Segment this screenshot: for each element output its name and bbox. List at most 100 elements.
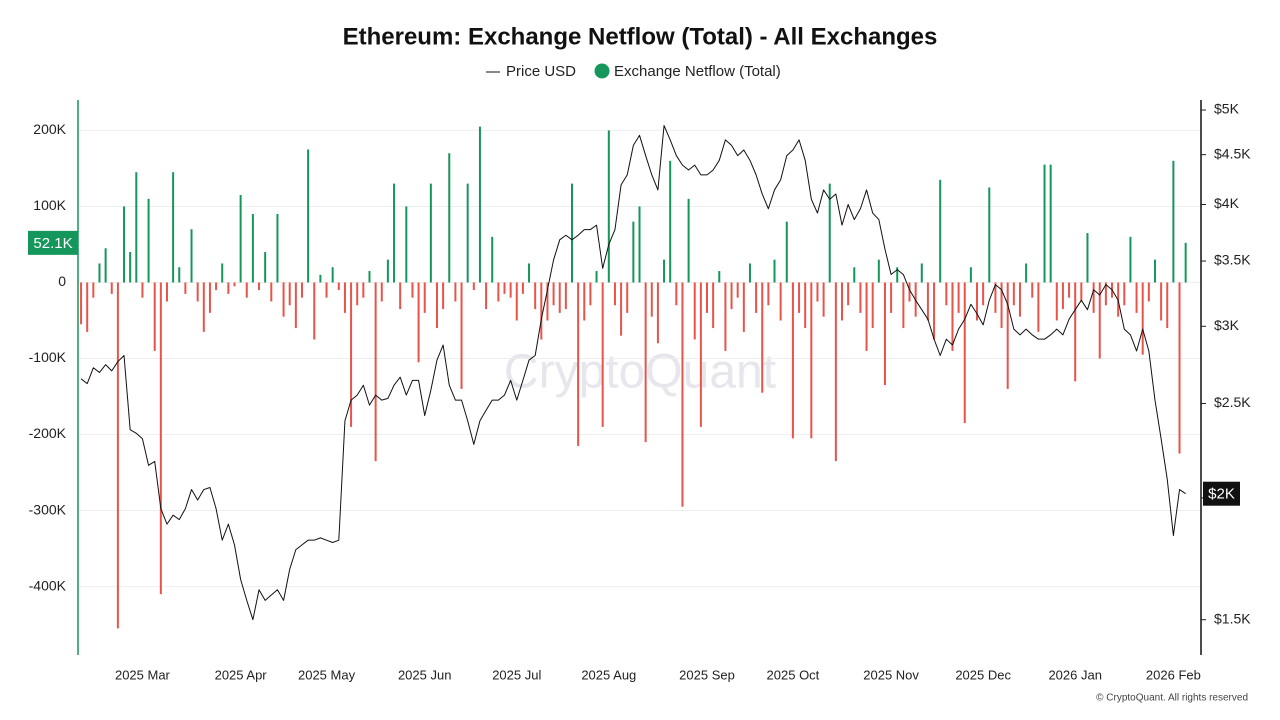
- bar: [1123, 282, 1126, 306]
- x-tick-label: 2025 Sep: [679, 667, 735, 682]
- bar: [1018, 282, 1021, 317]
- bar: [632, 221, 635, 283]
- bar: [509, 282, 512, 298]
- bar: [988, 187, 991, 283]
- last-value-label: 52.1K: [33, 235, 72, 252]
- bar: [116, 282, 119, 629]
- bar: [294, 282, 297, 329]
- bar: [748, 263, 751, 283]
- bar: [675, 282, 678, 306]
- bar: [939, 179, 942, 283]
- bar: [761, 282, 764, 393]
- bar: [933, 282, 936, 340]
- bar: [86, 282, 89, 332]
- bar: [755, 282, 758, 313]
- y-tick-label: 100K: [33, 197, 66, 213]
- bar: [258, 282, 261, 291]
- bar: [196, 282, 199, 302]
- bar: [540, 282, 543, 340]
- last-value-label: $2K: [1208, 486, 1235, 503]
- bar: [908, 282, 911, 302]
- y-tick-label: -300K: [29, 501, 67, 517]
- bar: [165, 282, 168, 302]
- bar: [1080, 282, 1083, 302]
- bar: [80, 282, 83, 325]
- bar: [712, 282, 715, 329]
- bar: [816, 282, 819, 302]
- x-tick-label: 2025 Jun: [398, 667, 452, 682]
- bar: [877, 259, 880, 283]
- bar: [890, 282, 893, 313]
- bar: [325, 282, 328, 298]
- bar: [693, 282, 696, 340]
- bar: [669, 160, 672, 283]
- bar: [681, 282, 684, 507]
- bar: [742, 282, 745, 332]
- bar: [288, 282, 291, 306]
- bar: [804, 282, 807, 329]
- bar: [1055, 282, 1058, 321]
- legend-label: Price USD: [506, 63, 576, 80]
- bar: [208, 282, 211, 313]
- bar: [773, 259, 776, 283]
- bar: [399, 282, 402, 310]
- bar: [153, 282, 156, 351]
- bar: [251, 214, 254, 283]
- bar: [951, 282, 954, 351]
- bar: [687, 198, 690, 283]
- bar: [865, 282, 868, 351]
- bar: [736, 282, 739, 298]
- bar: [1184, 242, 1187, 283]
- bar: [1172, 160, 1175, 283]
- bar: [1086, 233, 1089, 283]
- bar: [184, 282, 187, 294]
- bar: [650, 282, 653, 317]
- bar: [1166, 282, 1169, 329]
- bar: [969, 267, 972, 283]
- bar: [620, 282, 623, 336]
- x-tick-label: 2026 Feb: [1146, 667, 1201, 682]
- bar: [141, 282, 144, 298]
- bar: [834, 282, 837, 462]
- bar: [1061, 282, 1064, 310]
- last-value-badge: [1203, 481, 1240, 506]
- bar: [828, 183, 831, 283]
- x-tick-label: 2025 Dec: [955, 667, 1011, 682]
- bar: [337, 282, 340, 291]
- y2-tick-label: $3.5K: [1214, 252, 1251, 268]
- y-tick-label: 200K: [33, 121, 66, 137]
- bar: [178, 267, 181, 283]
- x-tick-label: 2025 Oct: [767, 667, 820, 682]
- footer: © CryptoQuant. All rights reserved: [1096, 693, 1248, 704]
- bar: [570, 183, 573, 283]
- bar: [920, 263, 923, 283]
- bar: [883, 282, 886, 386]
- bar: [1092, 282, 1095, 313]
- bar: [227, 282, 230, 294]
- bar: [202, 282, 205, 332]
- y-tick-label: -400K: [29, 577, 67, 593]
- bar: [1141, 282, 1144, 355]
- bar: [583, 282, 586, 321]
- bar: [282, 282, 285, 317]
- bar: [699, 282, 702, 427]
- bar: [798, 282, 801, 313]
- bar: [442, 282, 445, 310]
- bar: [135, 172, 138, 283]
- y-tick-label: -100K: [29, 349, 67, 365]
- bar: [386, 259, 389, 283]
- bar: [589, 282, 592, 306]
- legend-label: Exchange Netflow (Total): [614, 63, 781, 80]
- y2-tick-label: $5K: [1214, 101, 1240, 117]
- bar: [417, 282, 420, 363]
- last-value-badge: [28, 230, 78, 255]
- bar: [724, 282, 727, 351]
- bar: [779, 282, 782, 321]
- bar: [123, 206, 126, 283]
- legend: Price USD Exchange Netflow (Total): [486, 63, 781, 80]
- price-line: [80, 125, 1186, 621]
- bar: [368, 271, 371, 283]
- bar: [841, 282, 844, 321]
- bar: [730, 282, 733, 310]
- x-tick-label: 2025 Aug: [581, 667, 636, 682]
